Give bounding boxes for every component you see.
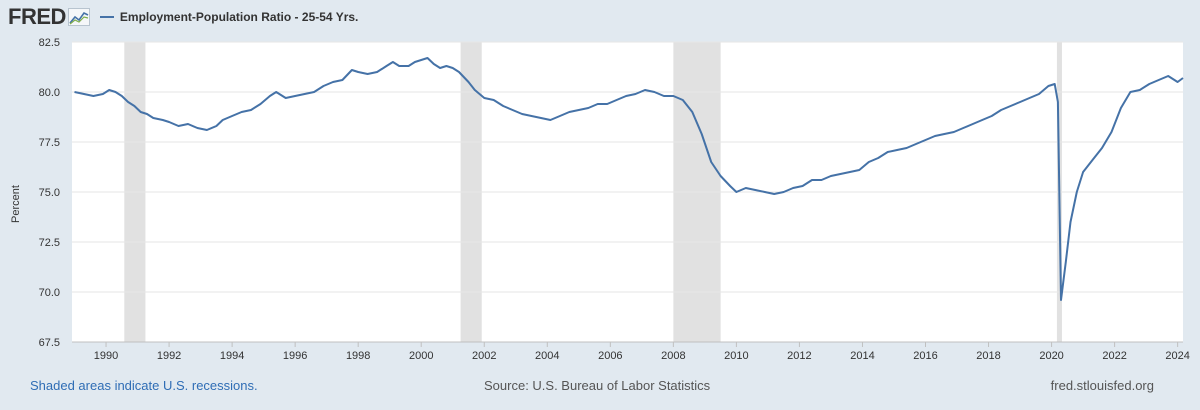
y-tick-label: 75.0	[39, 187, 60, 199]
fred-logo[interactable]: FRED	[8, 4, 90, 30]
y-tick-label: 70.0	[39, 287, 60, 299]
y-tick-label: 80.0	[39, 87, 60, 99]
x-tick-label: 1996	[283, 350, 307, 362]
x-tick-label: 1990	[94, 350, 118, 362]
legend-swatch	[99, 16, 114, 18]
chart-legend: Employment-Population Ratio - 25-54 Yrs.	[99, 10, 359, 24]
y-tick-label: 67.5	[39, 337, 60, 349]
y-tick-label: 77.5	[39, 137, 60, 149]
x-tick-label: 2002	[472, 350, 496, 362]
x-tick-label: 2014	[850, 350, 874, 362]
x-tick-label: 1994	[220, 350, 244, 362]
x-tick-label: 1992	[157, 350, 181, 362]
fred-logo-text: FRED	[8, 4, 66, 29]
y-axis-label: Percent	[10, 185, 22, 223]
series-line-0[interactable]	[74, 57, 1184, 301]
x-tick-label: 2024	[1165, 350, 1189, 362]
x-tick-label: 1998	[346, 350, 370, 362]
x-tick-label: 2008	[661, 350, 685, 362]
x-tick-label: 2010	[724, 350, 748, 362]
x-tick-label: 2020	[1039, 350, 1063, 362]
x-tick-label: 2012	[787, 350, 811, 362]
x-tick-label: 2018	[976, 350, 1000, 362]
line-chart: 67.5 70.0 72.5 75.0 77.5 80.0 82.5 1990 1992 199…	[10, 37, 1190, 362]
x-tick-label: 2000	[409, 350, 433, 362]
y-tick-label: 72.5	[39, 237, 60, 249]
y-tick-label: 82.5	[39, 37, 60, 49]
site-link[interactable]: fred.stlouisfed.org	[1050, 378, 1154, 393]
chart-line-icon	[67, 8, 90, 26]
x-tick-label: 2004	[535, 350, 559, 362]
x-tick-label: 2022	[1102, 350, 1126, 362]
recession-note: Shaded areas indicate U.S. recessions.	[30, 378, 258, 393]
x-tick-label: 2006	[598, 350, 622, 362]
legend-label: Employment-Population Ratio - 25-54 Yrs.	[119, 10, 359, 24]
x-tick-label: 2016	[913, 350, 937, 362]
header: FRED Employment-Population Ratio - 25-54…	[8, 4, 358, 30]
source-text: Source: U.S. Bureau of Labor Statistics	[484, 378, 711, 393]
